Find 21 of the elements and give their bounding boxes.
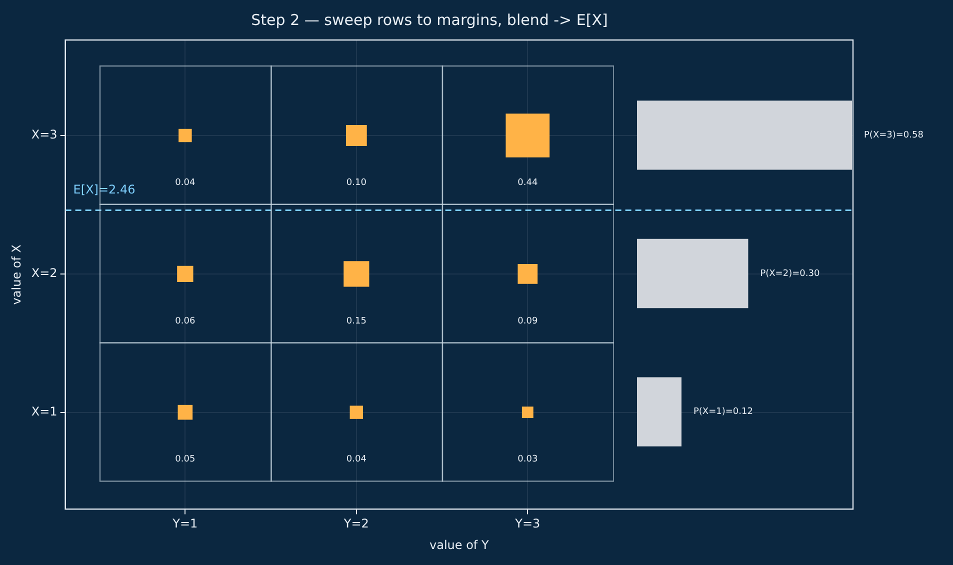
y-axis-title: value of X <box>9 244 24 305</box>
annotation: 0.05 <box>175 454 196 465</box>
x-tick-label: Y=2 <box>342 516 369 531</box>
annotation: 0.09 <box>518 316 538 326</box>
y-tick-label: X=3 <box>31 128 58 142</box>
data-label: P(X=2)=0.30 <box>760 269 820 280</box>
y-tick-label: X=2 <box>31 266 58 280</box>
annotation: 0.06 <box>175 316 196 326</box>
annotation: 0.44 <box>518 178 538 188</box>
x-tick-label: Y=3 <box>514 516 540 531</box>
annotation: 0.15 <box>346 316 366 326</box>
y-tick-label: X=1 <box>31 404 58 418</box>
x-axis-title: value of Y <box>430 538 490 552</box>
annotation: 0.10 <box>346 178 367 188</box>
data-label: P(X=3)=0.58 <box>864 130 924 141</box>
x-tick-label: Y=1 <box>172 516 198 531</box>
data-label: P(X=1)=0.12 <box>694 407 754 418</box>
chart-title: Step 2 — sweep rows to margins, blend -> E[X] <box>251 10 608 29</box>
annotation: 0.04 <box>346 454 367 465</box>
annotation: 0.04 <box>175 178 196 188</box>
annotation: 0.03 <box>518 454 538 465</box>
